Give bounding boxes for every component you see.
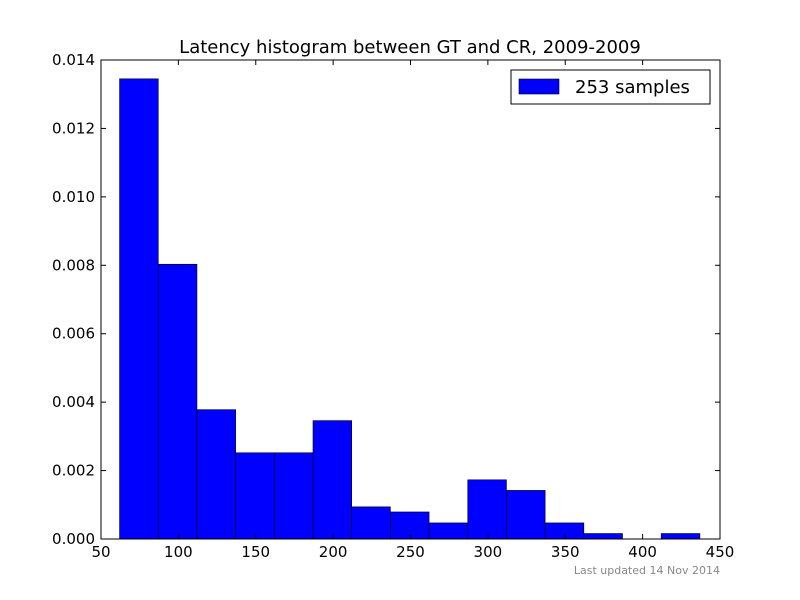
y-tick-label: 0.000 <box>52 530 95 548</box>
plot-frame <box>100 59 721 540</box>
x-tick-label: 400 <box>628 543 657 561</box>
legend-label: 253 samples <box>575 77 690 98</box>
x-tick-label: 100 <box>164 543 193 561</box>
histogram-bar <box>467 479 507 540</box>
histogram-bar <box>660 533 701 540</box>
y-tick-label: 0.014 <box>52 51 95 69</box>
histogram-bar <box>196 409 236 540</box>
x-tick-label: 250 <box>396 543 425 561</box>
x-tick-label: 350 <box>551 543 580 561</box>
bars-group <box>119 78 701 540</box>
y-tick-label: 0.006 <box>52 325 95 343</box>
histogram-bar <box>390 511 430 540</box>
y-tick-label: 0.002 <box>52 462 95 480</box>
last-updated-note: Last updated 14 Nov 2014 <box>574 564 720 577</box>
histogram-bar <box>506 490 546 540</box>
histogram-bar <box>351 506 391 540</box>
x-tick-label: 200 <box>319 543 348 561</box>
histogram-bar <box>235 452 275 540</box>
histogram-bar <box>428 522 469 540</box>
legend-swatch <box>518 78 560 95</box>
y-tick-label: 0.012 <box>52 119 95 137</box>
x-tick-label: 450 <box>706 543 735 561</box>
legend: 253 samples <box>510 69 711 105</box>
histogram-bar <box>544 522 585 540</box>
histogram-bar <box>583 533 623 540</box>
histogram-bar <box>312 420 352 540</box>
histogram-bar <box>274 452 314 540</box>
histogram-bar <box>119 78 159 540</box>
chart-title: Latency histogram between GT and CR, 200… <box>179 37 641 58</box>
ticks-group: 50 100 150 200 250 300 350 400 450 0.000 0.002 0.00… <box>52 51 734 561</box>
x-tick-label: 150 <box>241 543 270 561</box>
y-tick-label: 0.008 <box>52 256 95 274</box>
histogram-bar <box>157 263 198 540</box>
x-tick-label: 300 <box>474 543 503 561</box>
x-tick-label: 50 <box>91 543 110 561</box>
y-tick-label: 0.010 <box>52 188 95 206</box>
y-tick-label: 0.004 <box>52 393 95 411</box>
